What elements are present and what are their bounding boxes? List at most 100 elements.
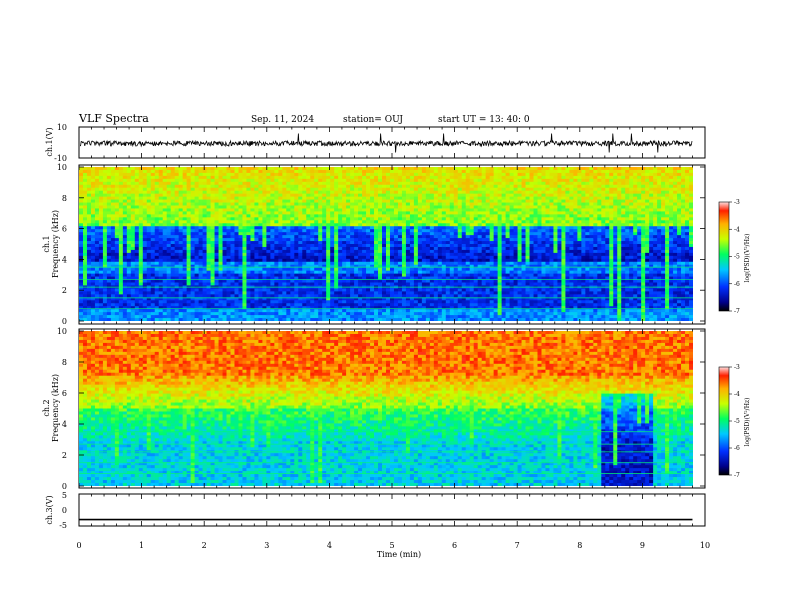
spectrogram-cell bbox=[298, 167, 303, 171]
spectrogram-cell bbox=[298, 205, 303, 209]
spectrogram-cell bbox=[286, 235, 291, 239]
spectrogram-cell bbox=[366, 172, 371, 177]
spectrogram-cell bbox=[441, 282, 447, 286]
spectrogram-cell bbox=[166, 249, 172, 254]
spectrogram-cell bbox=[429, 276, 435, 280]
spectrogram-cell bbox=[310, 205, 315, 209]
spectrogram-cell bbox=[326, 315, 331, 319]
spectrogram-cell bbox=[122, 309, 128, 313]
spectrogram-cell bbox=[226, 309, 231, 313]
spectrogram-cell bbox=[298, 318, 303, 321]
spectrogram-cell bbox=[322, 199, 327, 203]
spectrogram-cell bbox=[429, 235, 435, 239]
spectrogram-cell bbox=[238, 282, 243, 286]
spectrogram-cell bbox=[90, 184, 96, 189]
spectrogram-cell bbox=[346, 318, 351, 321]
spectrogram-cell bbox=[150, 223, 156, 227]
spectrogram-cell bbox=[310, 169, 315, 174]
spectrogram-cell bbox=[146, 175, 152, 180]
spectrogram-cell bbox=[409, 309, 415, 313]
spectrogram-cell bbox=[358, 199, 363, 203]
spectrogram-cell bbox=[338, 273, 343, 277]
spectrogram-cell bbox=[362, 169, 367, 174]
spectrogram-cell bbox=[106, 244, 112, 248]
spectrogram-cell bbox=[138, 190, 144, 195]
spectrogram-cell bbox=[142, 175, 148, 180]
spectrogram-cell bbox=[246, 258, 251, 263]
spectrogram-cell bbox=[190, 238, 196, 242]
spectrogram-cell bbox=[338, 246, 343, 251]
spectrogram-cell bbox=[270, 306, 275, 310]
spectrogram-cell bbox=[198, 255, 203, 260]
spectrogram-cell bbox=[342, 190, 347, 195]
spectrogram-cell bbox=[234, 199, 239, 203]
spectrogram-cell bbox=[106, 246, 112, 251]
spectrogram-cell bbox=[174, 270, 180, 275]
spectrogram-cell bbox=[290, 306, 295, 310]
spectrogram-cell bbox=[302, 220, 307, 224]
spectrogram-cell bbox=[158, 229, 164, 233]
spectrogram-cell bbox=[254, 226, 259, 230]
spectrogram-cell bbox=[397, 172, 403, 177]
spectrogram-cell bbox=[449, 220, 455, 224]
spectrogram-cell bbox=[445, 187, 451, 192]
spectrogram-cell bbox=[413, 214, 419, 218]
spectrogram-cell bbox=[130, 294, 136, 298]
spectrogram-cell bbox=[198, 312, 203, 316]
spectrogram-cell bbox=[362, 229, 367, 233]
spectrogram-cell bbox=[90, 258, 96, 263]
spectrogram-cell bbox=[254, 258, 259, 263]
spectrogram-cell bbox=[202, 246, 207, 251]
spectrogram-cell bbox=[162, 202, 168, 206]
spectrogram-cell bbox=[166, 306, 172, 310]
spectrogram-cell bbox=[449, 193, 455, 198]
spectrogram-cell bbox=[294, 220, 299, 224]
spectrogram-cell bbox=[437, 258, 443, 263]
spectrogram-cell bbox=[278, 178, 283, 183]
spectrogram-cell bbox=[330, 178, 335, 183]
spectrogram-cell bbox=[262, 244, 267, 248]
spectrogram-cell bbox=[370, 217, 375, 221]
spectrogram-cell bbox=[378, 255, 383, 260]
spectrogram-cell bbox=[370, 172, 375, 177]
spectrogram-cell bbox=[118, 217, 124, 221]
spectrogram-cell bbox=[433, 167, 439, 171]
spectrogram-cell bbox=[110, 255, 116, 260]
spectrogram-cell bbox=[294, 306, 299, 310]
spectrogram-cell bbox=[118, 244, 124, 248]
spectrogram-cell bbox=[142, 232, 148, 236]
spectrogram-cell bbox=[298, 214, 303, 218]
spectrogram-cell bbox=[382, 196, 387, 200]
spectrogram-cell bbox=[262, 300, 267, 304]
spectrogram-cell bbox=[457, 181, 463, 186]
spectrogram-cell bbox=[310, 264, 315, 269]
spectrogram-cell bbox=[86, 217, 92, 221]
spectrogram-cell bbox=[174, 279, 180, 283]
spectrogram-cell bbox=[378, 273, 383, 277]
spectrogram-cell bbox=[90, 235, 96, 239]
spectrogram-cell bbox=[286, 252, 291, 257]
spectrogram-cell bbox=[449, 309, 455, 313]
spectrogram-cell bbox=[250, 229, 255, 233]
spectrogram-cell bbox=[457, 220, 463, 224]
spectrogram-cell bbox=[238, 208, 243, 212]
spectrogram-cell bbox=[254, 315, 259, 319]
spectrogram-cell bbox=[318, 232, 323, 236]
spectrogram-cell bbox=[118, 255, 124, 260]
spectrogram-cell bbox=[258, 291, 263, 295]
spectrogram-cell bbox=[190, 303, 196, 307]
spectrogram-cell bbox=[238, 199, 243, 203]
spectrogram-cell bbox=[102, 291, 108, 295]
spectrogram-cell bbox=[286, 291, 291, 295]
spectrogram-cell bbox=[230, 276, 235, 280]
spectrogram-cell bbox=[449, 252, 455, 257]
spectrogram-cell bbox=[79, 167, 84, 171]
spectrogram-cell bbox=[378, 288, 383, 292]
spectrogram-cell bbox=[270, 232, 275, 236]
spectrogram-cell bbox=[338, 318, 343, 321]
spectrogram-cell bbox=[146, 270, 152, 275]
spectrogram-cell bbox=[170, 184, 176, 189]
spectrogram-cell bbox=[150, 288, 156, 292]
spectrogram-cell bbox=[358, 297, 363, 301]
spectrogram-cell bbox=[425, 167, 431, 171]
